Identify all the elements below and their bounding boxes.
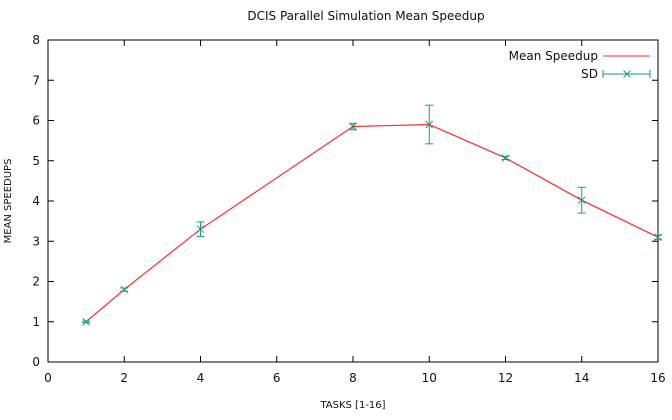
x-tick-label: 12 (498, 371, 513, 385)
error-bar (654, 233, 662, 242)
y-tick-label: 5 (32, 154, 40, 168)
data-point-marker (120, 285, 129, 294)
series-layer (82, 104, 662, 326)
error-bar (501, 154, 510, 162)
error-bar (425, 104, 434, 145)
y-axis: 0 1 2 3 4 5 6 7 8 (32, 33, 658, 369)
error-bar (120, 285, 129, 294)
plot-frame (47, 39, 659, 363)
x-axis-label: TASKS [1-16] (319, 400, 385, 411)
x-tick-label: 10 (422, 371, 437, 385)
legend-swatch-sd (602, 70, 651, 78)
data-point-marker (577, 196, 586, 205)
x-tick-label: 14 (574, 371, 589, 385)
data-point-marker (196, 225, 205, 234)
y-tick-label: 6 (32, 114, 40, 128)
error-bar (82, 317, 91, 326)
data-point-marker (654, 233, 662, 242)
error-bar (349, 122, 357, 131)
y-tick-label: 3 (32, 234, 40, 248)
error-bar (196, 221, 205, 237)
x-tick-label: 8 (349, 371, 357, 385)
y-axis-label: MEAN SPEEDUPS (3, 159, 14, 244)
error-bar (577, 186, 586, 214)
x-tick-label: 16 (650, 371, 665, 385)
y-tick-label: 2 (32, 275, 40, 289)
y-tick-label: 4 (32, 194, 40, 208)
data-point-marker (425, 120, 434, 129)
x-tick-label: 0 (44, 371, 52, 385)
y-tick-label: 8 (32, 33, 40, 47)
data-point-marker (349, 122, 357, 131)
y-tick-label: 1 (32, 315, 40, 329)
y-tick-label: 7 (32, 73, 40, 87)
data-point-marker (82, 317, 90, 326)
y-tick-label: 0 (32, 355, 40, 369)
data-point-marker (501, 154, 510, 162)
legend-label-mean-speedup: Mean Speedup (509, 49, 598, 63)
x-tick-label: 4 (197, 371, 205, 385)
chart-title: DCIS Parallel Simulation Mean Speedup (247, 9, 484, 23)
series-line-mean-speedup (85, 123, 659, 323)
x-tick-label: 2 (120, 371, 128, 385)
legend-label-sd: SD (581, 67, 598, 81)
x-axis: 0 2 4 6 8 10 12 14 16 (44, 40, 666, 385)
legend: Mean Speedup SD (509, 49, 651, 81)
x-tick-label: 6 (273, 371, 281, 385)
